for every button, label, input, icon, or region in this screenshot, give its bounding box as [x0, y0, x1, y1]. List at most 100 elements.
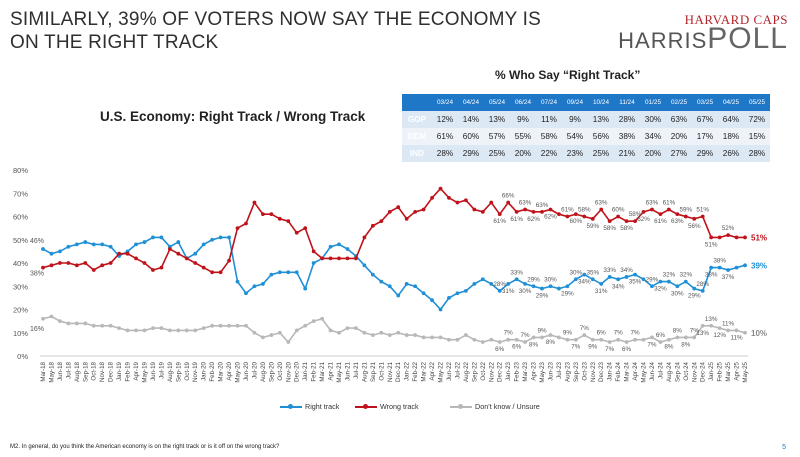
data-point-unsure [455, 337, 460, 342]
data-point-right [362, 263, 367, 268]
data-point-wrong [421, 207, 426, 212]
data-point-right [328, 244, 333, 249]
data-point-right [176, 240, 181, 244]
x-tick-label: Jun-24 [649, 361, 656, 380]
x-tick-label: Apr-20 [226, 361, 233, 380]
data-label-unsure: 7% [521, 332, 531, 339]
data-point-right [58, 249, 62, 254]
data-point-right [218, 235, 223, 240]
data-point-unsure [633, 337, 637, 342]
data-point-unsure [167, 328, 172, 333]
data-point-unsure [235, 323, 240, 328]
data-label-unsure: 6% [512, 344, 522, 351]
data-label-right: 30% [570, 269, 583, 276]
data-point-wrong [709, 235, 714, 240]
x-tick-label: Oct-19 [184, 361, 191, 380]
data-point-wrong [345, 256, 350, 261]
data-point-unsure [624, 340, 629, 344]
legend-label: Wrong track [380, 402, 419, 411]
table-month-header: 10/24 [588, 94, 614, 111]
data-point-right [480, 277, 485, 282]
table-cell: 63% [666, 111, 692, 128]
x-tick-label: Feb-25 [717, 361, 724, 381]
data-label-right: 35% [586, 269, 599, 276]
chart-title: U.S. Economy: Right Track / Wrong Track [100, 109, 366, 124]
data-label-unsure: 6% [495, 346, 505, 353]
table-cell: 12% [432, 111, 458, 128]
x-tick-label: Nov-24 [691, 361, 698, 382]
data-point-right [447, 295, 451, 300]
data-label-wrong: 61% [510, 216, 523, 223]
data-point-unsure [599, 337, 604, 342]
data-point-unsure [210, 323, 215, 328]
data-point-right [734, 265, 739, 270]
x-tick-label: Sep-23 [573, 361, 580, 382]
table-cell: 17% [692, 128, 718, 145]
data-label-wrong: 51% [696, 207, 709, 214]
data-point-right [227, 235, 231, 240]
data-point-unsure [91, 323, 96, 328]
data-label-unsure: 16% [30, 326, 44, 333]
data-label-unsure: 8% [529, 341, 539, 348]
table-cell: 38% [614, 128, 640, 145]
x-tick-label: Jun-23 [547, 361, 554, 380]
data-point-unsure [413, 333, 418, 337]
data-point-wrong [244, 221, 248, 226]
data-point-unsure [497, 340, 502, 344]
data-label-wrong: 63% [671, 218, 684, 225]
data-point-unsure [176, 328, 181, 333]
data-label-wrong: 60% [570, 218, 583, 225]
data-point-unsure [531, 335, 536, 340]
data-point-right [311, 261, 316, 265]
x-tick-label: Nov-18 [99, 361, 106, 382]
data-point-right [463, 289, 468, 293]
x-tick-label: Dec-23 [598, 361, 605, 382]
x-tick-label: Jan-21 [302, 361, 309, 380]
data-label-unsure: 11% [730, 334, 743, 341]
data-label-wrong: 51% [751, 233, 767, 242]
x-tick-label: Feb-19 [125, 361, 132, 381]
data-label-unsure: 7% [614, 330, 624, 337]
y-tick-label: 0% [17, 352, 28, 361]
table-cell: 72% [744, 111, 770, 128]
x-tick-label: Aug-18 [74, 361, 81, 382]
x-tick-label: Sep-21 [370, 361, 377, 382]
data-point-right [624, 275, 629, 279]
data-point-right [709, 265, 714, 270]
data-point-right [66, 244, 71, 249]
data-point-unsure [74, 321, 79, 326]
table-cell: 56% [588, 128, 614, 145]
data-point-wrong [201, 265, 206, 270]
legend-swatch [450, 404, 472, 410]
x-tick-label: Dec-21 [395, 361, 402, 382]
data-point-unsure [573, 337, 578, 342]
data-point-wrong [176, 251, 181, 256]
data-point-wrong [582, 214, 587, 219]
data-point-right [108, 244, 113, 249]
x-tick-label: Oct-22 [480, 361, 487, 380]
data-point-right [100, 242, 105, 247]
data-label-right: 34% [612, 283, 625, 290]
data-point-right [548, 284, 553, 289]
x-tick-label: Jul-20 [251, 361, 258, 378]
x-tick-label: Sep-18 [82, 361, 89, 382]
data-point-unsure [480, 340, 485, 344]
data-point-wrong [320, 256, 325, 261]
table-cell: 28% [744, 145, 770, 162]
data-point-unsure [683, 335, 688, 340]
data-point-right [582, 272, 587, 277]
table-cell: 13% [588, 111, 614, 128]
x-tick-label: Apr-19 [133, 361, 140, 380]
data-point-unsure [269, 333, 274, 337]
data-point-unsure [548, 333, 553, 337]
data-point-wrong [286, 219, 291, 224]
data-point-unsure [438, 335, 443, 340]
x-tick-label: Aug-22 [463, 361, 470, 382]
data-point-unsure [345, 326, 350, 330]
data-label-right: 32% [654, 286, 667, 293]
data-point-unsure [489, 337, 494, 342]
data-point-unsure [193, 328, 198, 333]
data-point-right [616, 277, 621, 282]
table-cell: 61% [432, 128, 458, 145]
data-point-unsure [142, 328, 147, 333]
